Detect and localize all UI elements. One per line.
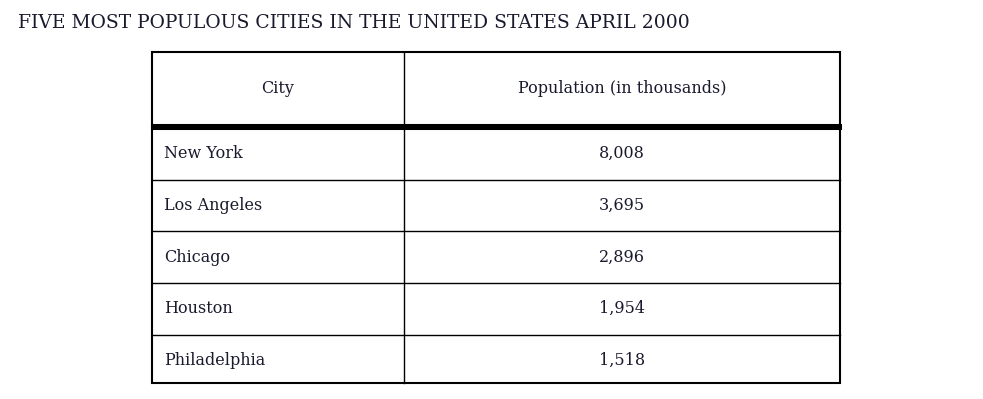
Text: Los Angeles: Los Angeles — [164, 197, 262, 214]
Text: 1,954: 1,954 — [599, 300, 645, 317]
Text: Population (in thousands): Population (in thousands) — [518, 80, 726, 97]
Text: 8,008: 8,008 — [599, 145, 645, 162]
Text: City: City — [261, 80, 294, 97]
Text: New York: New York — [164, 145, 243, 162]
Text: 3,695: 3,695 — [599, 197, 645, 214]
Text: Houston: Houston — [164, 300, 233, 317]
Bar — [152, 52, 840, 383]
Text: 2,896: 2,896 — [599, 249, 645, 266]
Text: Philadelphia: Philadelphia — [164, 352, 265, 369]
Text: Chicago: Chicago — [164, 249, 230, 266]
Text: 1,518: 1,518 — [599, 352, 645, 369]
Text: FIVE MOST POPULOUS CITIES IN THE UNITED STATES APRIL 2000: FIVE MOST POPULOUS CITIES IN THE UNITED … — [18, 14, 689, 32]
